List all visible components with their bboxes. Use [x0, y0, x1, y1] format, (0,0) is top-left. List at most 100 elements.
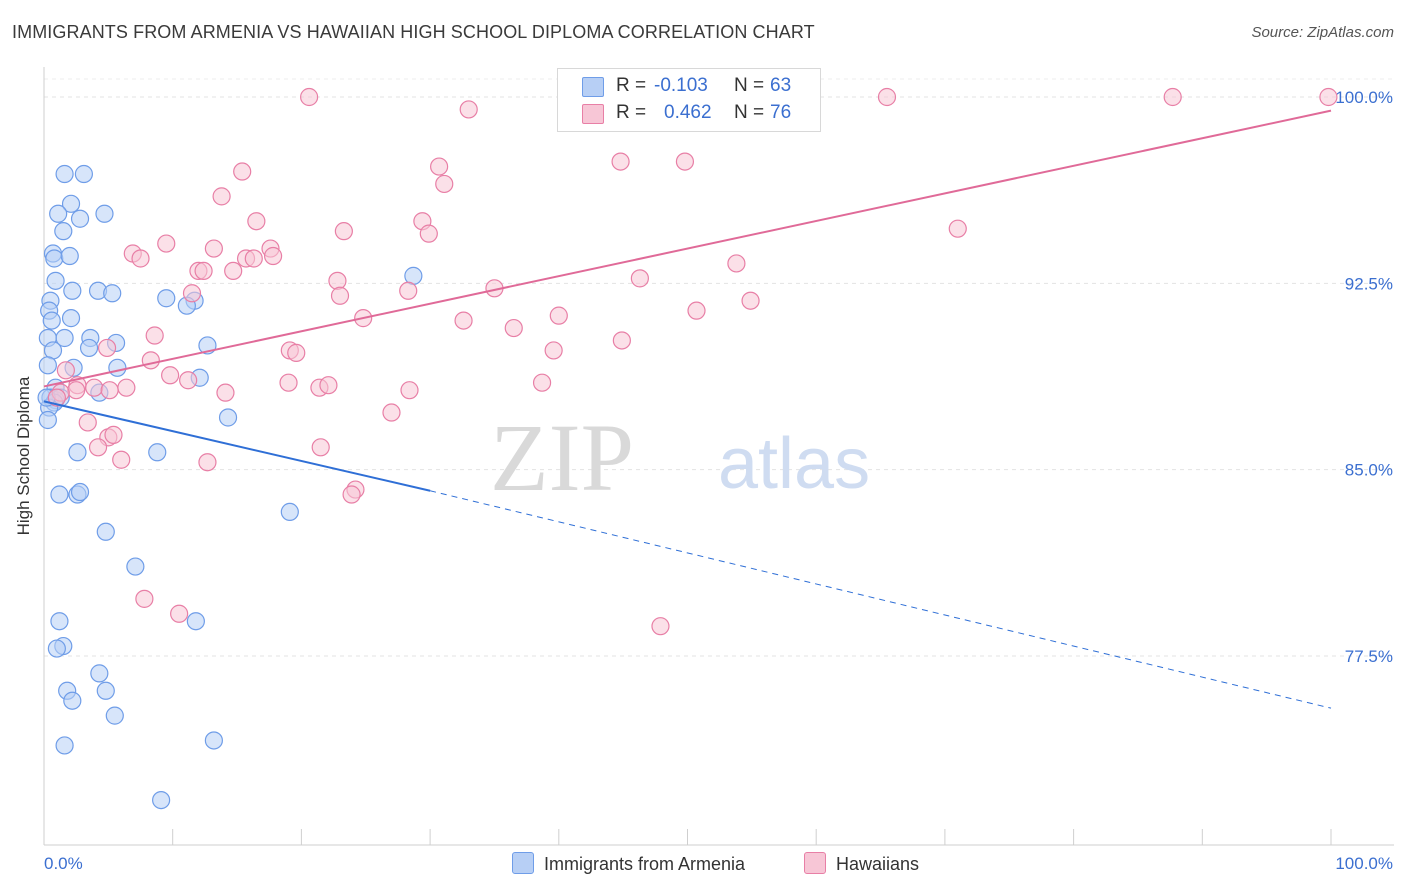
hawaiians-point[interactable]: [56, 361, 75, 380]
armenia-point[interactable]: [68, 443, 87, 462]
armenia-point[interactable]: [46, 271, 65, 290]
hawaiians-point[interactable]: [549, 306, 568, 325]
armenia-point[interactable]: [54, 222, 73, 241]
hawaiians-point[interactable]: [247, 212, 266, 231]
hawaiians-point[interactable]: [948, 219, 967, 238]
hawaiians-point[interactable]: [430, 157, 449, 176]
hawaiians-point[interactable]: [877, 87, 897, 107]
armenia-point[interactable]: [63, 281, 82, 300]
hawaiians-point[interactable]: [179, 371, 198, 390]
armenia-point[interactable]: [218, 408, 238, 427]
armenia-point[interactable]: [152, 790, 171, 810]
legend-item-hawaiians[interactable]: Hawaiians: [804, 852, 919, 875]
hawaiians-point[interactable]: [198, 453, 217, 472]
hawaiians-point[interactable]: [435, 174, 454, 194]
hawaiians-point[interactable]: [504, 318, 523, 338]
hawaiians-point[interactable]: [161, 366, 180, 385]
hawaiians-point[interactable]: [97, 338, 117, 358]
armenia-point[interactable]: [79, 338, 99, 358]
armenia-point[interactable]: [126, 557, 145, 576]
armenia-point[interactable]: [74, 164, 93, 184]
hawaiians-point[interactable]: [382, 403, 401, 422]
armenia-point[interactable]: [96, 681, 115, 700]
armenia-point[interactable]: [70, 209, 90, 228]
hawaiians-point[interactable]: [233, 162, 252, 181]
hawaiians-point[interactable]: [334, 222, 353, 241]
armenia-point[interactable]: [45, 249, 64, 268]
hawaiians-point[interactable]: [279, 373, 298, 392]
hawaiians-point[interactable]: [651, 617, 670, 636]
armenia-point[interactable]: [61, 309, 81, 328]
armenia-point[interactable]: [103, 284, 122, 303]
armenia-point[interactable]: [38, 356, 57, 375]
hawaiians-point[interactable]: [328, 271, 347, 290]
hawaiians-point[interactable]: [194, 261, 213, 281]
hawaiians-point[interactable]: [141, 351, 160, 370]
hawaiians-point[interactable]: [145, 326, 164, 345]
armenia-point[interactable]: [61, 194, 81, 213]
armenia-point[interactable]: [42, 311, 61, 330]
armenia-point[interactable]: [60, 246, 79, 266]
armenia-point[interactable]: [157, 289, 176, 308]
hawaiians-point[interactable]: [88, 438, 108, 457]
hawaiians-point[interactable]: [182, 284, 202, 303]
hawaiians-point[interactable]: [157, 234, 176, 253]
hawaiians-point[interactable]: [611, 152, 630, 171]
hawaiians-point[interactable]: [85, 378, 104, 397]
hawaiians-point[interactable]: [399, 281, 418, 300]
hawaiians-point[interactable]: [741, 291, 760, 310]
hawaiians-point[interactable]: [630, 269, 649, 288]
hawaiians-point[interactable]: [212, 187, 231, 206]
hawaiians-point[interactable]: [204, 239, 223, 258]
armenia-point[interactable]: [90, 664, 109, 683]
armenia-point[interactable]: [204, 731, 223, 750]
armenia-point[interactable]: [95, 204, 114, 223]
armenia-point[interactable]: [96, 522, 115, 541]
armenia-point[interactable]: [55, 328, 74, 348]
hawaiians-point[interactable]: [727, 254, 746, 273]
hawaiians-point[interactable]: [454, 311, 473, 330]
armenia-point[interactable]: [47, 639, 66, 658]
hawaiians-point[interactable]: [135, 589, 154, 608]
hawaiians-point[interactable]: [117, 378, 136, 397]
armenia-point[interactable]: [186, 612, 205, 631]
armenia-point[interactable]: [105, 706, 124, 725]
hawaiians-point[interactable]: [612, 331, 631, 350]
hawaiians-point[interactable]: [400, 381, 419, 400]
hawaiians-point[interactable]: [311, 438, 330, 457]
armenia-point[interactable]: [148, 443, 167, 462]
hawaiians-point[interactable]: [287, 343, 306, 362]
armenia-point[interactable]: [280, 502, 299, 522]
armenia-point[interactable]: [55, 736, 74, 755]
hawaiians-point[interactable]: [1319, 87, 1338, 107]
hawaiians-point[interactable]: [675, 152, 695, 171]
hawaiians-point[interactable]: [78, 413, 97, 432]
hawaiians-point[interactable]: [47, 388, 66, 407]
hawaiians-point[interactable]: [300, 87, 319, 107]
armenia-point[interactable]: [38, 410, 57, 430]
armenia-point[interactable]: [108, 358, 127, 377]
hawaiians-point[interactable]: [544, 341, 563, 360]
hawaiians-point[interactable]: [100, 381, 119, 400]
armenia-point[interactable]: [70, 482, 90, 502]
hawaiians-point[interactable]: [342, 485, 361, 504]
hawaiians-point[interactable]: [216, 383, 235, 402]
hawaiians-point[interactable]: [104, 425, 123, 444]
legend-item-armenia[interactable]: Immigrants from Armenia: [512, 852, 745, 875]
hawaiians-point[interactable]: [687, 301, 706, 320]
hawaiians-point[interactable]: [319, 376, 338, 395]
armenia-point[interactable]: [50, 485, 69, 504]
hawaiians-point[interactable]: [67, 381, 86, 400]
hawaiians-point[interactable]: [244, 249, 263, 268]
armenia-point[interactable]: [49, 204, 68, 223]
hawaiians-point[interactable]: [263, 246, 283, 266]
hawaiians-point[interactable]: [131, 249, 150, 268]
hawaiians-point[interactable]: [459, 100, 478, 119]
armenia-point[interactable]: [63, 691, 82, 710]
armenia-point[interactable]: [50, 612, 69, 631]
hawaiians-point[interactable]: [330, 286, 350, 305]
hawaiians-point[interactable]: [1163, 87, 1182, 107]
hawaiians-point[interactable]: [419, 224, 438, 243]
hawaiians-point[interactable]: [112, 450, 131, 469]
armenia-point[interactable]: [55, 164, 74, 184]
